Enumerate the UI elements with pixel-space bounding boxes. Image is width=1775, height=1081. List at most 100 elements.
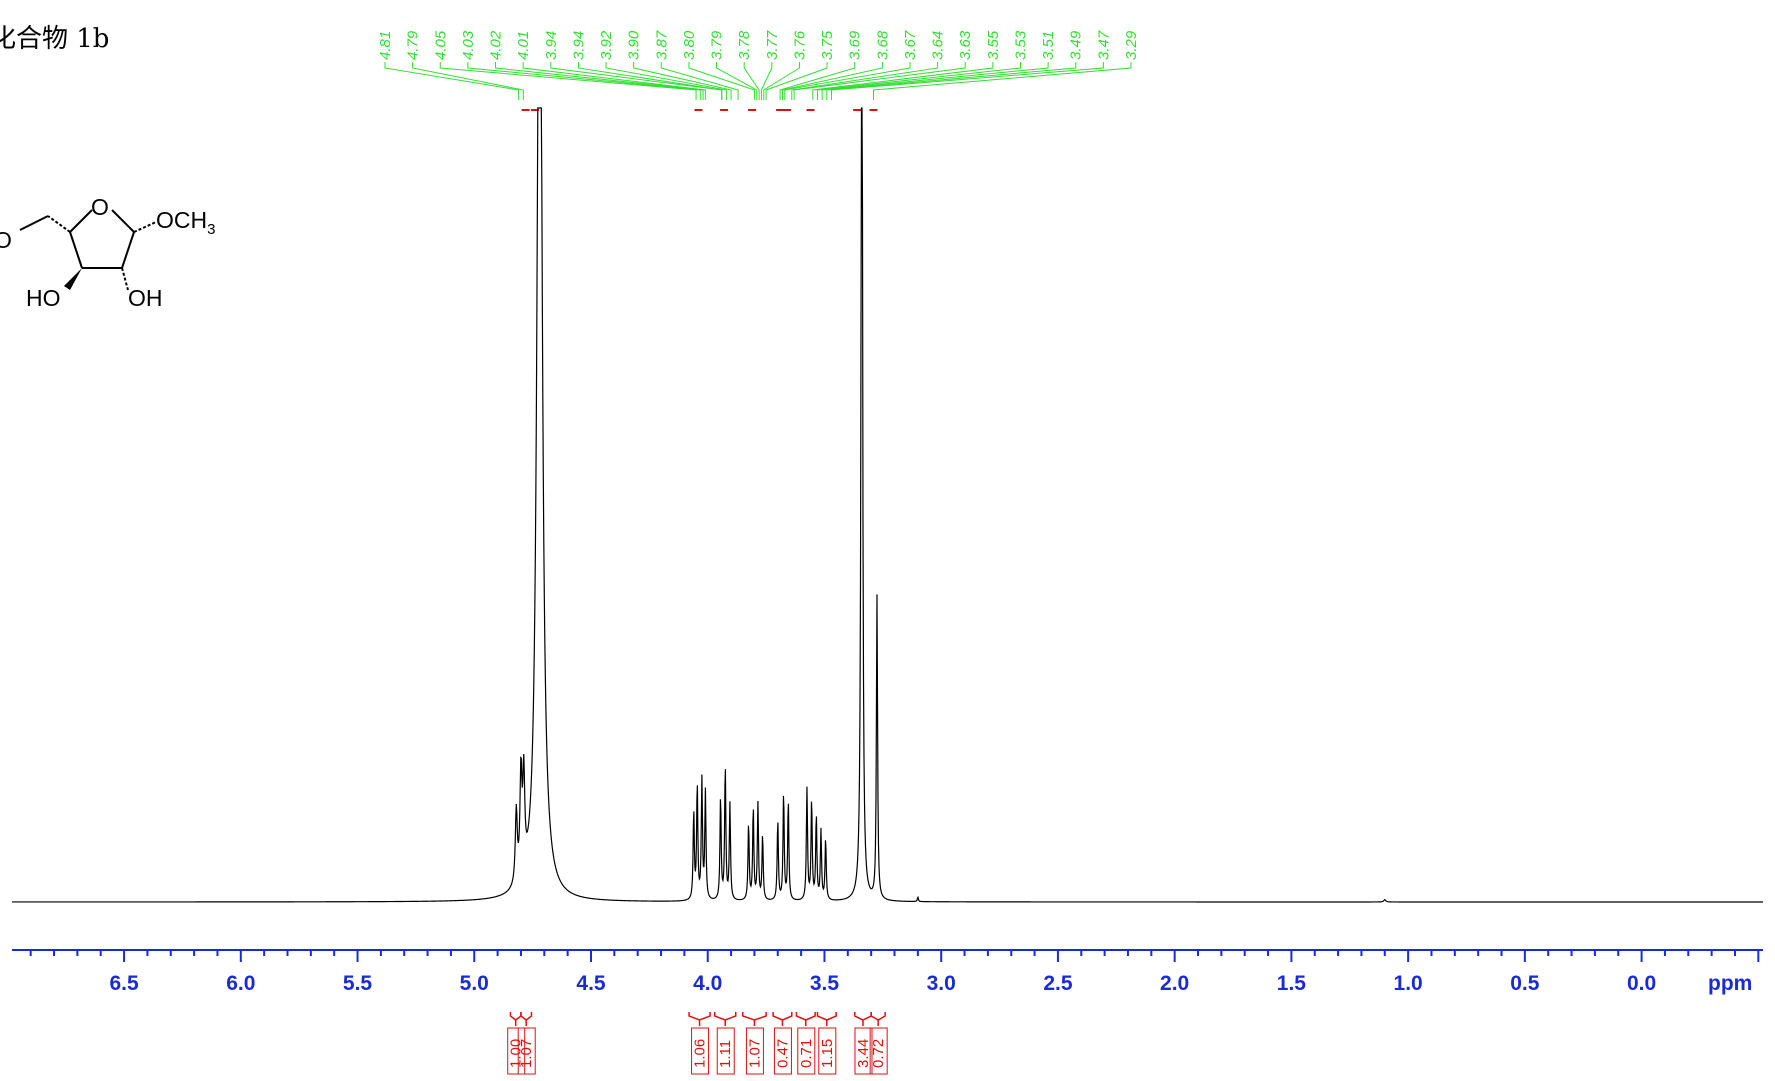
x-axis-unit-label: ppm	[1708, 972, 1752, 995]
peak-label: 3.64	[930, 31, 947, 60]
peak-label: 3.67	[902, 30, 919, 60]
peak-connector	[495, 62, 704, 100]
x-axis-tick-label: 0.0	[1627, 972, 1656, 995]
peak-label: 3.68	[874, 30, 891, 60]
structure-och3-subscript: 3	[207, 221, 215, 238]
peak-connector	[412, 62, 524, 100]
peak-label: 4.81	[377, 31, 394, 60]
peak-connector	[826, 62, 1077, 100]
peak-connector	[779, 62, 856, 100]
peak-label: 3.63	[957, 30, 974, 60]
peak-label: 3.94	[543, 31, 560, 60]
peak-connector	[763, 62, 800, 100]
x-axis-tick-label: 1.0	[1394, 972, 1423, 995]
structure-o-left-label: O	[0, 227, 12, 253]
peak-label: 4.03	[460, 30, 477, 60]
peak-label: 4.79	[405, 30, 422, 60]
integral-bracket	[854, 1012, 872, 1026]
x-axis: 6.5 6.0 5.5 5.0 4.5 4.0 3.5 3.0 2.5 2.0 1.5 1.0 0.5 0…	[12, 949, 1763, 995]
peak-connector	[633, 62, 732, 100]
peak-connector	[467, 62, 702, 100]
peak-connector	[812, 62, 994, 100]
peak-labels: 4.81 4.79 4.05 4.03 4.02 4.01 3.94 3.94 3.92 3.90…	[377, 30, 1140, 60]
x-axis-tick-label: 2.5	[1043, 972, 1073, 995]
peak-label: 3.90	[626, 30, 643, 60]
structure-ring-oxygen: O	[91, 194, 109, 220]
integral-bracket	[870, 1012, 886, 1026]
integral-value-box	[517, 1027, 536, 1075]
peak-connector	[765, 62, 828, 100]
peak-connector	[522, 62, 706, 100]
integral-value-box	[745, 1027, 764, 1075]
integral-value-box	[818, 1027, 837, 1075]
integral-value-box	[869, 1027, 888, 1075]
peak-connector	[760, 62, 773, 100]
peak-label: 3.94	[570, 31, 587, 60]
structure-oh-label: OH	[128, 285, 163, 311]
structure-och3-main: OCH	[156, 207, 207, 233]
peak-label: 3.78	[736, 30, 753, 60]
integral-value: 1.06	[692, 1039, 709, 1068]
molecule-structure	[19, 209, 157, 291]
integral-bracket	[688, 1012, 711, 1026]
x-axis-tick-label: 4.0	[693, 972, 722, 995]
integral-value: 0.71	[798, 1039, 815, 1068]
integral-bracket	[795, 1012, 816, 1026]
peak-label: 3.92	[598, 30, 615, 60]
peak-connector	[688, 62, 755, 100]
integral-value: 1.07	[518, 1039, 535, 1068]
compound-label: 化合物 1b	[0, 24, 110, 54]
integral-bracket	[816, 1012, 837, 1026]
x-axis-tick-label: 0.5	[1510, 972, 1540, 995]
peak-label: 3.79	[709, 30, 726, 60]
integral-bracket	[742, 1012, 767, 1026]
peak-label: 3.75	[819, 30, 836, 60]
integral-value: 1.15	[819, 1039, 836, 1068]
integral-bracket	[772, 1012, 793, 1026]
integral-value: 1.00	[508, 1039, 525, 1068]
x-axis-tick-label: 2.0	[1160, 972, 1189, 995]
peak-label: 3.29	[1123, 30, 1140, 60]
peak-label: 3.76	[791, 30, 808, 60]
integral-bracket	[713, 1012, 737, 1026]
peak-label: 3.80	[681, 30, 698, 60]
peak-label: 4.01	[515, 31, 532, 60]
integral-value: 0.47	[774, 1039, 791, 1068]
peak-label: 3.69	[847, 30, 864, 60]
peak-connector	[793, 62, 966, 100]
peak-label: 3.53	[1012, 30, 1029, 60]
spectrum-trace	[12, 107, 1763, 903]
integral-bracket	[520, 1012, 533, 1026]
peak-label: 3.77	[764, 30, 781, 60]
integral-value: 1.11	[717, 1040, 734, 1068]
integrals: 1.001.07 1.06 1.11 1.07 0.47 0.71 1.15 3.440.72	[507, 1012, 888, 1075]
peak-label: 3.87	[653, 30, 670, 60]
x-axis-tick-label: 5.5	[343, 972, 373, 995]
peak-connector	[781, 62, 883, 100]
peak-connector	[577, 62, 723, 100]
peak-connector	[716, 62, 758, 100]
integral-value-box	[854, 1027, 873, 1075]
peak-connector	[384, 62, 520, 100]
peak-connector	[439, 62, 697, 100]
peak-label: 3.51	[1040, 31, 1057, 60]
peak-label: 3.55	[985, 30, 1002, 60]
integral-value: 1.07	[746, 1039, 763, 1068]
x-axis-tick-label: 1.5	[1277, 972, 1307, 995]
x-axis-tick-label: 3.5	[810, 972, 840, 995]
structure-och3-label: OCH3	[156, 207, 215, 238]
peak-connector	[830, 62, 1104, 100]
peak-connector	[816, 62, 1021, 100]
peak-connector	[872, 62, 1132, 100]
integral-value-box	[716, 1027, 735, 1075]
integral-bracket	[509, 1012, 522, 1026]
peak-label: 4.02	[488, 30, 505, 60]
integral-value-box	[507, 1027, 526, 1075]
integral-value: 0.72	[870, 1039, 887, 1068]
peak-connector	[743, 62, 760, 100]
peak-connector	[791, 62, 939, 100]
x-axis-tick-label: 4.5	[576, 972, 606, 995]
peak-connector	[784, 62, 911, 100]
x-axis-tick-label: 6.0	[226, 972, 255, 995]
peak-label: 4.05	[432, 30, 449, 60]
